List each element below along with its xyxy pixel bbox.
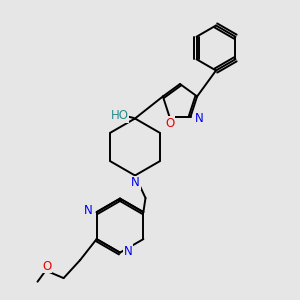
Text: O: O xyxy=(165,117,175,130)
Text: N: N xyxy=(84,204,93,217)
Text: O: O xyxy=(43,260,52,273)
Text: N: N xyxy=(195,112,203,124)
Text: N: N xyxy=(124,244,133,258)
Text: N: N xyxy=(131,176,140,190)
Text: HO: HO xyxy=(110,109,128,122)
